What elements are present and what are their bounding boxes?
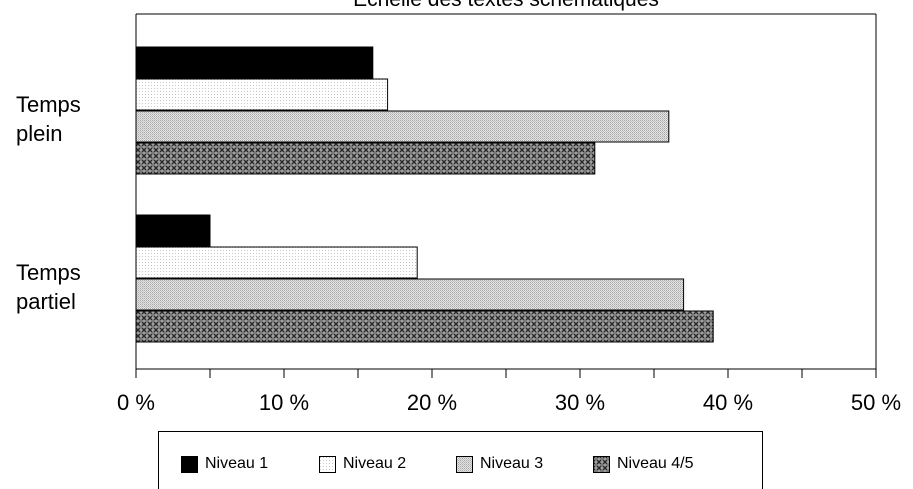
bar-temps-partiel-niveau-2 (135, 246, 418, 279)
bar-temps-partiel-niveau-3 (135, 278, 685, 311)
legend-item-niveau-4-5: Niveau 4/5 (593, 455, 694, 473)
category-label-temps-partiel: Temps partiel (16, 260, 81, 314)
x-tick-label: 10 % (258, 390, 310, 415)
bar-temps-plein-niveau-2 (135, 78, 389, 111)
legend-label-niveau-2: Niveau 2 (343, 455, 407, 472)
x-tick-label: 20 % (406, 390, 458, 415)
bar-temps-plein-niveau-3 (135, 110, 670, 143)
bar-temps-partiel-niveau-1 (135, 214, 211, 247)
chart-legend: Niveau 1 Niveau 2 Niveau 3 Niveau 4/5 (158, 431, 763, 489)
x-tick-label: 50 % (850, 390, 902, 415)
legend-swatch-niveau-3 (456, 455, 473, 473)
bar-temps-plein-niveau-4-5 (135, 142, 596, 175)
x-tick-label: 30 % (554, 390, 606, 415)
legend-swatch-niveau-4-5 (593, 455, 610, 473)
x-tick-label: 40 % (702, 390, 754, 415)
legend-label-niveau-4-5: Niveau 4/5 (617, 455, 694, 472)
x-tick-label: 0 % (117, 390, 155, 415)
chart-title: Echelle des textes schématiques (136, 0, 876, 13)
bar-temps-plein-niveau-1 (135, 46, 374, 79)
legend-label-niveau-1: Niveau 1 (205, 455, 269, 472)
legend-item-niveau-3: Niveau 3 (456, 455, 543, 473)
legend-swatch-niveau-2 (319, 455, 336, 473)
legend-item-niveau-1: Niveau 1 (181, 455, 268, 473)
legend-item-niveau-2: Niveau 2 (319, 455, 406, 473)
legend-label-niveau-3: Niveau 3 (480, 455, 544, 472)
legend-swatch-niveau-1 (181, 455, 198, 473)
category-label-temps-plein: Temps plein (16, 92, 81, 146)
bar-temps-partiel-niveau-4-5 (135, 310, 714, 343)
